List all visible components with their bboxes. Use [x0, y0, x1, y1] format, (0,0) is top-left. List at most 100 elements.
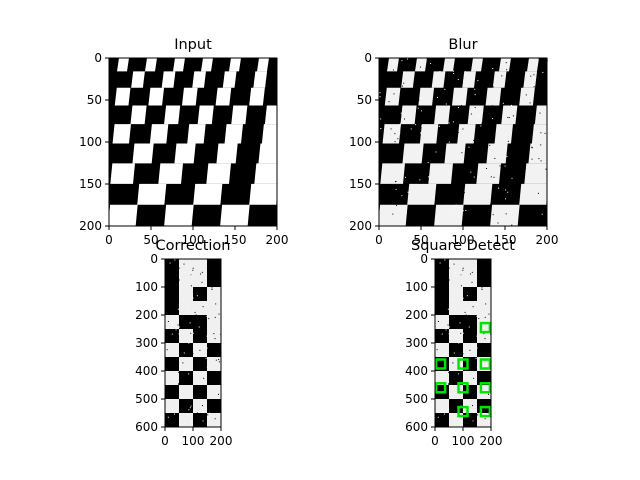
checker-square [193, 399, 207, 413]
input-title: Input [174, 37, 212, 53]
noise-speck [175, 329, 177, 331]
noise-speck [462, 332, 464, 334]
noise-speck [480, 125, 482, 127]
noise-speck [171, 339, 173, 341]
noise-speck [439, 270, 441, 272]
checker-square [531, 124, 547, 144]
noise-speck [407, 104, 409, 106]
noise-speck [445, 103, 447, 105]
correction-panel: 0 100 200 0 100 200 300 400 500 600 Correction [135, 238, 232, 448]
noise-speck [471, 405, 473, 407]
checker-square [114, 87, 131, 106]
square-detect-axis-ticks: 0 100 200 0 100 200 300 400 500 600 [405, 252, 502, 448]
noise-speck [540, 160, 542, 162]
noise-speck [505, 189, 507, 191]
noise-speck [518, 87, 520, 89]
detected-square-box [457, 405, 469, 418]
checker-square [443, 58, 455, 72]
noise-speck [476, 366, 478, 368]
noise-speck [505, 62, 507, 64]
checker-square [179, 259, 193, 273]
y-tick-label: 500 [405, 392, 428, 406]
noise-speck [395, 188, 397, 190]
checker-square [477, 301, 491, 315]
y-tick-label: 0 [94, 51, 102, 65]
noise-speck [203, 377, 205, 379]
noise-speck [435, 151, 437, 153]
noise-speck [453, 73, 455, 75]
noise-speck [437, 416, 439, 418]
noise-speck [439, 286, 441, 288]
noise-speck [474, 211, 476, 213]
noise-speck [445, 329, 447, 331]
noise-speck [206, 335, 208, 337]
checker-square [158, 163, 183, 184]
noise-speck [198, 326, 200, 328]
noise-speck [469, 273, 471, 275]
noise-speck [380, 128, 382, 130]
noise-speck [205, 357, 207, 359]
noise-speck [215, 303, 217, 305]
noise-speck [207, 390, 209, 392]
checker-square [220, 204, 250, 226]
checker-square [434, 204, 464, 226]
noise-speck [188, 306, 190, 308]
noise-speck [464, 71, 466, 73]
noise-speck [191, 280, 193, 282]
noise-speck [188, 409, 190, 411]
noise-speck [418, 182, 420, 184]
noise-speck [506, 74, 508, 76]
noise-speck [545, 164, 547, 166]
noise-speck [486, 168, 488, 170]
checker-square [117, 58, 129, 72]
checker-square [201, 58, 213, 72]
noise-speck [396, 204, 398, 206]
noise-speck [430, 98, 432, 100]
noise-speck [527, 217, 529, 219]
noise-speck [394, 145, 396, 147]
checker-square [161, 71, 176, 88]
noise-speck [183, 352, 185, 354]
noise-speck [171, 333, 173, 335]
noise-speck [190, 285, 192, 287]
detected-square-box [479, 321, 492, 334]
noise-speck [483, 333, 485, 335]
noise-speck [467, 281, 469, 283]
noise-speck [219, 414, 221, 416]
x-tick-label: 0 [431, 434, 439, 448]
noise-speck [381, 190, 383, 192]
noise-speck [218, 345, 220, 347]
checker-square [471, 58, 483, 72]
noise-speck [460, 69, 462, 71]
noise-speck [492, 86, 494, 88]
noise-speck [476, 115, 478, 117]
noise-speck [185, 271, 187, 273]
checker-square [449, 287, 463, 301]
checker-square [382, 124, 401, 144]
noise-speck [177, 325, 179, 327]
y-tick-label: 50 [357, 93, 372, 107]
checker-square [165, 371, 179, 385]
detected-square-box [479, 382, 492, 394]
checker-square [462, 71, 476, 88]
noise-speck [544, 102, 546, 104]
noise-speck [468, 326, 470, 328]
noise-speck [173, 413, 175, 415]
noise-speck [392, 69, 394, 71]
checker-square [519, 183, 547, 205]
noise-speck [525, 94, 527, 96]
noise-speck [172, 322, 174, 324]
checker-square [435, 343, 449, 357]
noise-speck [477, 80, 479, 82]
noise-speck [491, 118, 493, 120]
noise-speck [399, 209, 401, 211]
noise-speck [437, 222, 439, 224]
noise-speck [200, 321, 202, 323]
noise-speck [535, 165, 537, 167]
noise-speck [390, 128, 392, 130]
noise-speck [481, 288, 483, 290]
noise-speck [491, 219, 493, 221]
noise-speck [188, 373, 190, 375]
noise-speck [472, 341, 474, 343]
noise-speck [165, 319, 167, 321]
